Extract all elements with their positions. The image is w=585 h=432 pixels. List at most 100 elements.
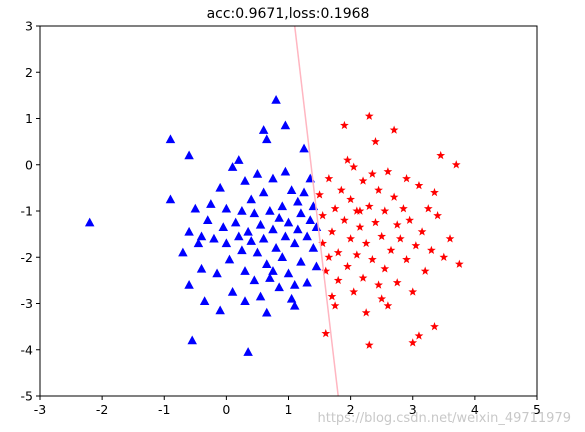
triangle-point: [240, 266, 250, 275]
triangle-point: [243, 347, 253, 356]
triangle-point: [258, 233, 269, 243]
star-point: [318, 238, 328, 248]
triangle-point: [165, 194, 176, 204]
triangle-point: [265, 206, 275, 215]
star-point: [402, 174, 411, 183]
triangle-point: [246, 194, 256, 204]
triangle-point: [252, 247, 263, 257]
triangle-point: [234, 231, 244, 241]
star-point: [389, 125, 399, 134]
x-tick-label: 1: [285, 402, 293, 417]
watermark: https://blog.csdn.net/weixin_49711979: [317, 411, 571, 426]
star-point: [445, 234, 455, 243]
star-point: [367, 254, 377, 264]
star-point: [423, 204, 433, 213]
star-point: [405, 215, 415, 224]
triangle-point: [277, 201, 288, 211]
star-point: [352, 250, 362, 259]
triangle-point: [293, 224, 303, 234]
star-point: [349, 162, 359, 171]
star-point: [358, 176, 368, 185]
triangle-point: [240, 296, 250, 305]
triangle-point: [237, 206, 247, 215]
star-point: [383, 167, 393, 176]
x-tick-label: 0: [222, 402, 230, 417]
star-point: [371, 137, 380, 146]
triangle-point: [240, 175, 250, 185]
star-point: [361, 238, 371, 248]
star-point: [315, 190, 324, 199]
x-tick-label: 3: [409, 402, 417, 417]
star-point: [340, 120, 349, 130]
star-point: [392, 220, 402, 229]
triangle-point: [187, 335, 197, 345]
triangle-point: [274, 282, 284, 292]
triangle-point: [178, 247, 188, 257]
star-point: [451, 160, 461, 169]
star-point: [408, 287, 418, 296]
triangle-point: [196, 263, 207, 273]
star-point: [377, 294, 387, 303]
star-point: [355, 222, 365, 231]
triangle-point: [271, 243, 281, 252]
triangle-point: [184, 280, 194, 289]
star-point: [380, 264, 390, 273]
star-point: [324, 174, 334, 183]
triangle-point: [227, 286, 238, 296]
star-point: [336, 185, 346, 194]
triangle-point: [299, 143, 309, 153]
triangle-point: [268, 173, 278, 183]
triangle-point: [165, 134, 176, 144]
star-point: [327, 291, 337, 301]
star-point: [361, 308, 371, 317]
triangle-point: [249, 275, 260, 285]
triangle-point: [196, 231, 207, 241]
star-point: [358, 273, 368, 282]
triangle-point: [262, 259, 272, 268]
star-point: [420, 266, 430, 275]
star-point: [377, 231, 387, 241]
triangle-point: [283, 268, 294, 278]
triangle-point: [258, 125, 269, 134]
star-point: [414, 180, 424, 190]
y-tick-label: 1: [25, 111, 33, 126]
triangle-point: [265, 273, 275, 282]
triangle-point: [302, 277, 312, 287]
star-point: [343, 155, 352, 164]
triangle-point: [289, 300, 300, 310]
x-tick-label: 5: [533, 402, 541, 417]
star-point: [430, 322, 439, 331]
star-point: [321, 328, 331, 338]
y-tick-label: 2: [25, 65, 33, 80]
triangle-point: [283, 217, 294, 227]
y-tick-label: -2: [21, 250, 33, 265]
triangle-point: [299, 187, 309, 197]
triangle-point: [286, 293, 297, 303]
star-point: [383, 301, 393, 310]
star-point: [402, 254, 411, 264]
star-point: [417, 227, 427, 236]
star-point: [346, 234, 355, 243]
star-point: [343, 261, 352, 271]
star-point: [374, 280, 383, 289]
triangle-point: [221, 203, 232, 213]
star-point: [380, 206, 390, 215]
triangle-point: [277, 252, 288, 261]
triangle-point: [221, 238, 232, 248]
star-point: [399, 204, 408, 213]
triangle-point: [215, 305, 225, 315]
triangle-point: [199, 296, 210, 305]
triangle-point: [289, 238, 300, 248]
triangle-point: [308, 243, 319, 252]
star-point: [427, 245, 436, 255]
triangle-point: [302, 231, 312, 241]
y-tick-label: 3: [25, 19, 33, 34]
triangle-point: [280, 231, 291, 241]
star-point: [374, 185, 383, 194]
x-tick-label: -1: [158, 402, 170, 417]
triangle-point: [215, 182, 225, 192]
y-tick-label: -1: [21, 204, 33, 219]
triangle-point: [286, 185, 297, 194]
star-point: [439, 252, 449, 261]
